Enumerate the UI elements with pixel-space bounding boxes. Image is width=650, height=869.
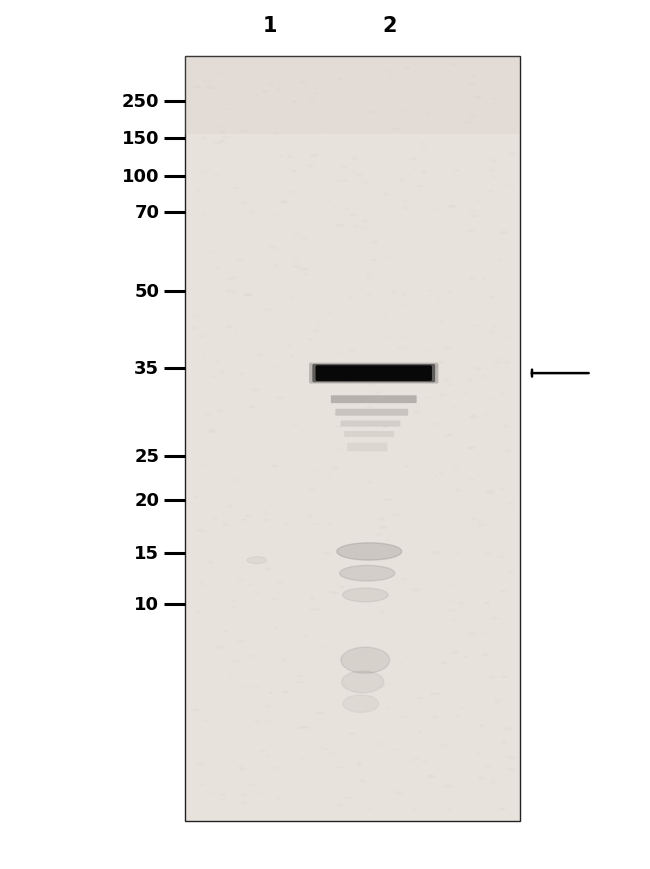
Text: 70: 70 — [135, 204, 159, 222]
Text: 250: 250 — [122, 93, 159, 110]
Text: 150: 150 — [122, 130, 159, 148]
Text: 20: 20 — [135, 492, 159, 509]
FancyBboxPatch shape — [344, 432, 394, 438]
Ellipse shape — [343, 588, 388, 602]
FancyBboxPatch shape — [312, 365, 436, 382]
Text: 2: 2 — [383, 17, 397, 36]
Bar — [185, 56, 520, 135]
Text: 50: 50 — [135, 283, 159, 301]
FancyBboxPatch shape — [331, 395, 417, 403]
FancyBboxPatch shape — [315, 366, 432, 381]
Ellipse shape — [343, 695, 379, 713]
Ellipse shape — [337, 543, 402, 561]
FancyBboxPatch shape — [347, 443, 387, 452]
Text: 25: 25 — [135, 448, 159, 465]
Ellipse shape — [341, 647, 390, 673]
Text: 15: 15 — [135, 545, 159, 562]
Bar — [185, 56, 520, 821]
Ellipse shape — [247, 557, 266, 564]
Text: 1: 1 — [263, 17, 277, 36]
Ellipse shape — [342, 671, 384, 693]
Text: 10: 10 — [135, 595, 159, 613]
Text: 100: 100 — [122, 168, 159, 185]
FancyBboxPatch shape — [309, 363, 438, 384]
Ellipse shape — [339, 566, 395, 581]
FancyBboxPatch shape — [335, 409, 408, 416]
Text: 35: 35 — [135, 360, 159, 377]
FancyBboxPatch shape — [341, 421, 400, 427]
